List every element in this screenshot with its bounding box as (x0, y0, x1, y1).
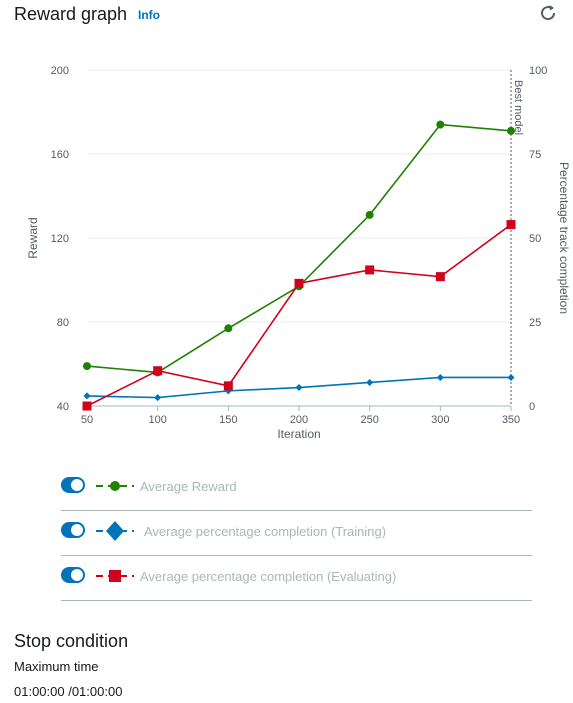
data-point (295, 384, 303, 392)
y-tick-label-left: 120 (51, 233, 69, 245)
data-point (507, 373, 515, 381)
data-point (506, 220, 516, 230)
toggle-evaluating[interactable] (61, 567, 85, 583)
data-point (365, 210, 374, 219)
y-tick-label-right: 75 (529, 149, 541, 161)
data-point (83, 392, 91, 400)
legend-item-average-percentage-completion-evaluating: Average percentage completion (Evaluatin… (61, 556, 532, 601)
x-axis-label: Iteration (277, 427, 320, 441)
y-axis-label-left: Reward (26, 217, 40, 258)
diamond-marker-icon (96, 521, 134, 541)
refresh-icon[interactable] (537, 2, 559, 24)
data-point (223, 381, 233, 391)
maximum-time-label: Maximum time (14, 659, 99, 674)
data-point (435, 272, 445, 282)
maximum-time-value: 01:00:00 /01:00:00 (14, 684, 123, 699)
info-link[interactable]: Info (138, 8, 160, 22)
y-tick-label-left: 160 (51, 149, 69, 161)
data-point (436, 120, 445, 129)
legend-item-average-percentage-completion-training: Average percentage completion (Training) (61, 511, 532, 556)
x-tick-label: 50 (81, 414, 93, 426)
legend: Average Reward Average percentage comple… (61, 466, 532, 601)
data-point (82, 401, 92, 411)
y-tick-label-right: 0 (529, 401, 535, 413)
y-axis-label-right: Percentage track completion (557, 162, 571, 314)
y-tick-label-right: 50 (529, 233, 541, 245)
y-tick-label-left: 80 (57, 317, 69, 329)
page-title: Reward graph (14, 4, 128, 24)
x-tick-label: 250 (360, 414, 378, 426)
stop-condition-title: Stop condition (14, 631, 129, 651)
y-tick-label-left: 200 (51, 65, 69, 77)
square-marker-icon (96, 570, 134, 582)
data-point (365, 265, 375, 275)
data-point (507, 126, 515, 135)
x-tick-label: 350 (502, 414, 520, 426)
data-point (153, 366, 163, 376)
series-line (86, 223, 512, 407)
data-point (366, 378, 374, 386)
x-tick-label: 150 (219, 414, 237, 426)
legend-item-average-reward: Average Reward (61, 466, 532, 511)
x-tick-label: 300 (431, 414, 449, 426)
legend-label: Average percentage completion (Evaluatin… (140, 569, 397, 584)
series-line (86, 123, 512, 374)
y-tick-label-left: 40 (57, 401, 69, 413)
y-tick-label-right: 100 (529, 65, 547, 77)
toggle-training[interactable] (61, 522, 85, 538)
data-point (224, 324, 233, 333)
legend-label: Average Reward (140, 479, 237, 494)
y-tick-label-right: 25 (529, 317, 541, 329)
data-point (83, 362, 91, 371)
toggle-average-reward[interactable] (61, 477, 85, 493)
circle-marker-icon (96, 481, 134, 491)
reward-graph-header: Reward graph Info (14, 2, 559, 28)
data-point (294, 278, 304, 288)
legend-label: Average percentage completion (Training) (144, 524, 387, 539)
x-tick-label: 100 (148, 414, 166, 426)
best-model-label: Best model (512, 80, 524, 135)
data-point (436, 373, 444, 381)
x-tick-label: 200 (290, 414, 308, 426)
data-point (154, 394, 162, 402)
